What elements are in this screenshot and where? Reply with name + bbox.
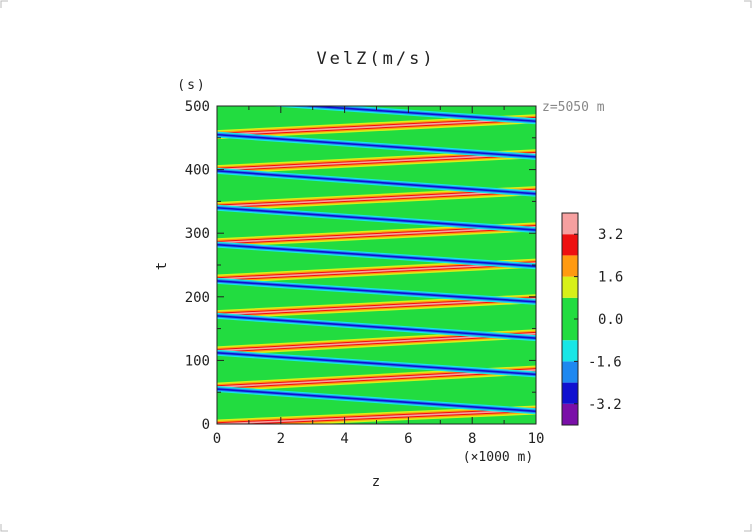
x-axis-label: z [372, 474, 380, 490]
colorbar-tick-label: 3.2 [598, 227, 623, 243]
y-tick-label: 0 [202, 417, 210, 433]
x-axis-unit: (×1000 m) [463, 450, 533, 465]
x-tick-label: 4 [340, 431, 348, 447]
negative-pulse [217, 206, 536, 231]
colorbar-swatch [562, 361, 578, 383]
positive-pulse [217, 189, 536, 208]
x-tick-label: 6 [404, 431, 412, 447]
y-tick-label: 200 [185, 290, 210, 306]
positive-pulse [217, 152, 536, 171]
x-tick-label: 0 [213, 431, 221, 447]
y-axis-label: t [154, 262, 170, 270]
positive-pulse [217, 226, 536, 244]
negative-pulse [217, 133, 536, 158]
y-tick-label: 300 [185, 226, 210, 242]
negative-pulse [217, 388, 536, 413]
velocity-field [217, 106, 536, 424]
colorbar: 3.2 1.6 0.0 -1.6 -3.2 [561, 212, 623, 426]
colorbar-swatch [562, 255, 578, 277]
negative-pulse [217, 170, 536, 195]
positive-pulse [217, 262, 536, 280]
negative-pulse [217, 315, 536, 339]
y-tick-label: 400 [185, 163, 210, 179]
colorbar-swatch [562, 382, 578, 404]
position-annotation: z=5050 m [542, 100, 605, 115]
colorbar-swatch [562, 340, 578, 362]
negative-pulse [217, 280, 536, 303]
negative-pulse [217, 351, 536, 376]
colorbar-tick-label: -1.6 [588, 354, 622, 370]
colorbar-swatch [562, 276, 578, 298]
colorbar-tick-label: -3.2 [588, 397, 622, 413]
positive-pulse [217, 409, 536, 424]
colorbar-swatch [562, 213, 578, 235]
y-tick-label: 100 [185, 353, 210, 369]
positive-pulse [217, 117, 536, 136]
negative-pulse [298, 106, 536, 123]
negative-pulse [217, 243, 536, 268]
x-tick-label: 2 [277, 431, 285, 447]
plot-area [216, 105, 537, 425]
x-tick-label: 8 [468, 431, 476, 447]
colorbar-tick-label: 0.0 [598, 312, 623, 328]
y-axis-unit: (s) [177, 78, 206, 93]
colorbar-swatch [562, 403, 578, 425]
x-tick-label: 10 [528, 431, 545, 447]
colorbar-swatch [562, 234, 578, 256]
colorbar-tick-label: 1.6 [598, 270, 623, 286]
colorbar-swatch [562, 297, 578, 341]
y-tick-label: 500 [185, 99, 210, 115]
chart-title: VelZ(m/s) [316, 49, 435, 69]
